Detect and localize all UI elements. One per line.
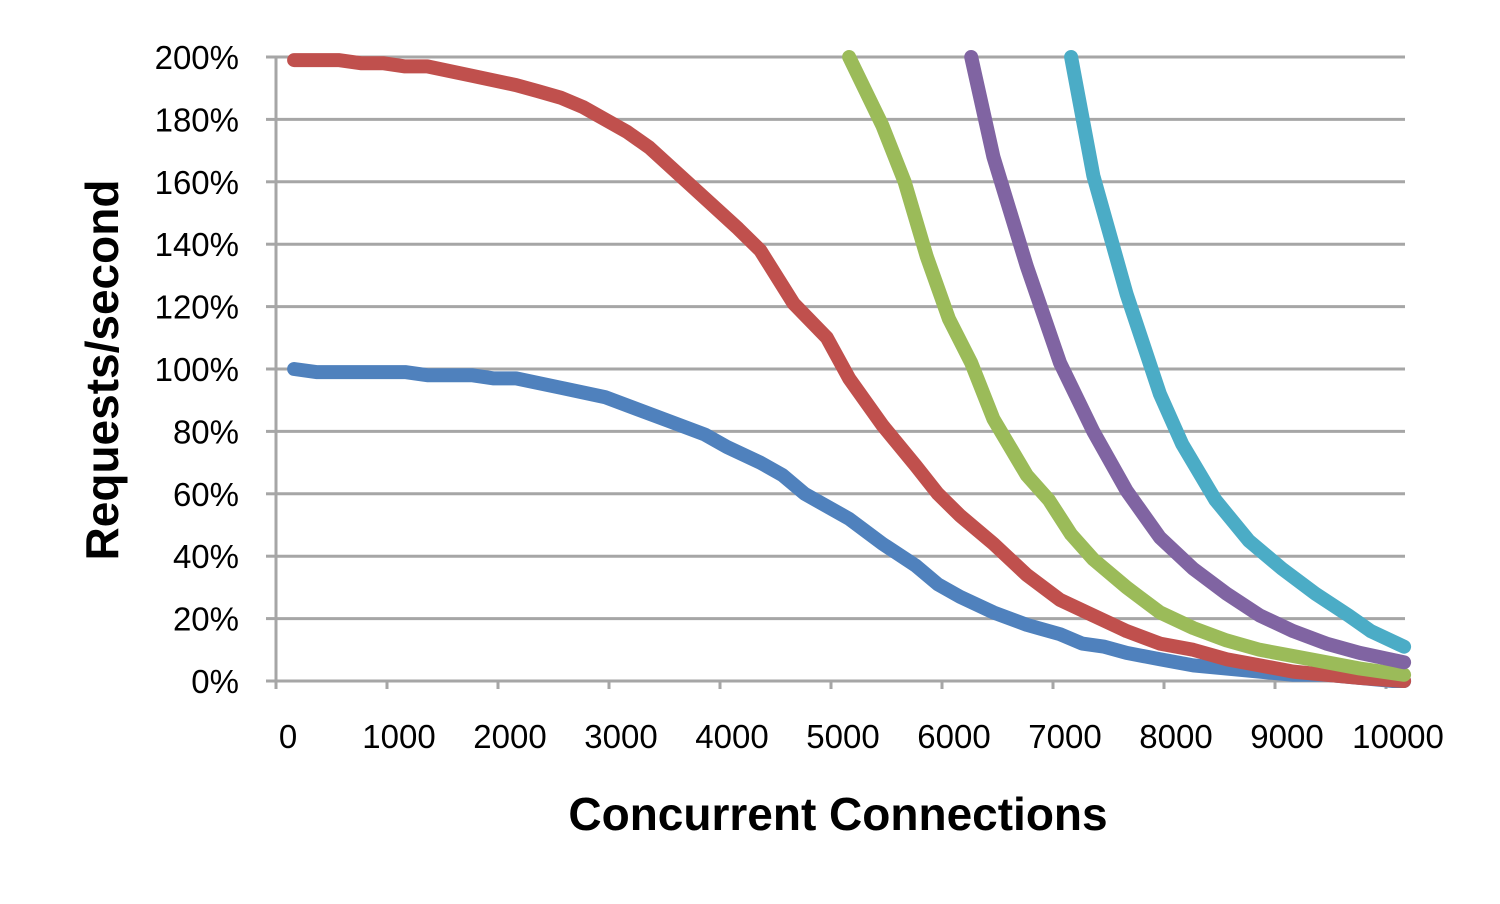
x-tick-label: 7000 <box>1028 718 1101 755</box>
series-line-1 <box>287 362 1412 688</box>
y-axis-title: Requests/second <box>76 180 128 561</box>
series-line-2 <box>287 53 1412 688</box>
y-tick-label: 120% <box>155 289 239 326</box>
x-tick-label: 4000 <box>695 718 768 755</box>
y-tick-label: 0% <box>191 663 239 700</box>
x-tick-label: 9000 <box>1250 718 1323 755</box>
x-tick-label: 5000 <box>806 718 879 755</box>
axes <box>266 55 1405 689</box>
x-tick-label: 1000 <box>362 718 435 755</box>
series-line-5 <box>1064 50 1412 654</box>
x-tick-label: 8000 <box>1139 718 1212 755</box>
y-tick-label: 140% <box>155 226 239 263</box>
x-axis-title: Concurrent Connections <box>568 788 1107 840</box>
y-tick-label: 20% <box>173 601 239 638</box>
y-tick-label: 100% <box>155 351 239 388</box>
x-tick-label: 2000 <box>473 718 546 755</box>
x-tick-label: 10000 <box>1352 718 1444 755</box>
x-tick-label: 3000 <box>584 718 657 755</box>
series-line-4 <box>964 50 1412 670</box>
x-tick-label: 0 <box>279 718 297 755</box>
y-tick-label: 40% <box>173 538 239 575</box>
y-tick-label: 200% <box>155 39 239 76</box>
x-tick-labels: 0 1000 2000 3000 4000 5000 6000 7000 8000 9000 100… <box>279 718 1444 755</box>
series-line-3 <box>842 50 1412 682</box>
x-tick-label: 6000 <box>917 718 990 755</box>
y-tick-label: 180% <box>155 101 239 138</box>
y-tick-label: 80% <box>173 413 239 450</box>
y-tick-label: 60% <box>173 476 239 513</box>
y-tick-labels: 0% 20% 40% 60% 80% 100% 120% 140% 160% 180% 200% <box>155 39 239 700</box>
series-lines <box>287 50 1412 688</box>
y-tick-label: 160% <box>155 164 239 201</box>
